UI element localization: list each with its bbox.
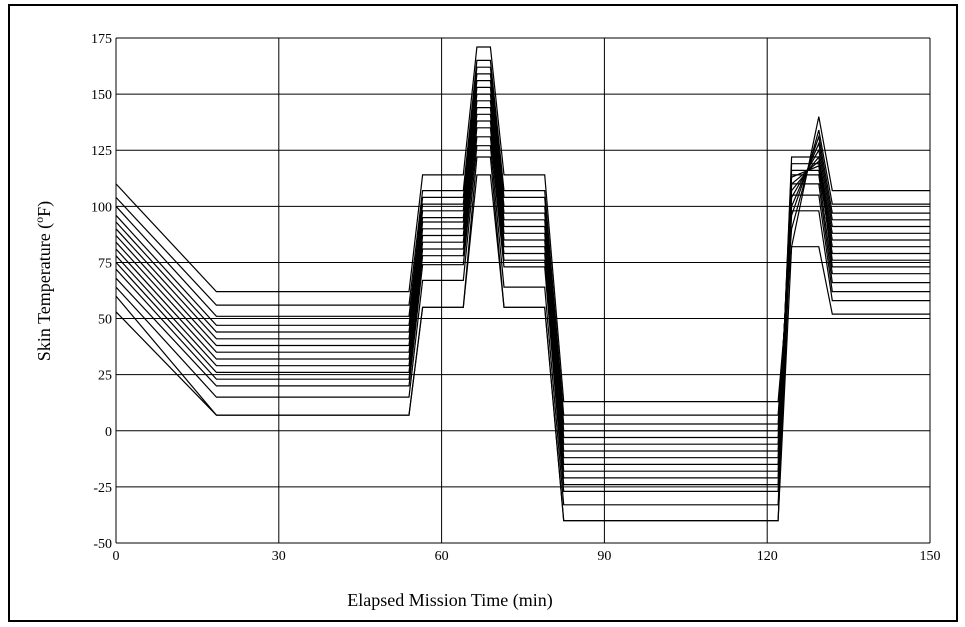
x-tick-label: 90 — [597, 549, 611, 564]
series-line-10 — [115, 113, 930, 472]
x-tick-labels: 0 30 60 90 120 150 — [113, 549, 941, 564]
y-tick-label: -25 — [93, 481, 112, 496]
x-tick-label: 120 — [757, 549, 778, 564]
chart-frame: 0 30 60 90 120 150 -50 -25 0 25 50 75 100 125 150 175 … — [8, 4, 958, 622]
series-line-1 — [115, 46, 930, 403]
y-tick-label: 100 — [91, 200, 112, 215]
skin-temperature-chart: 0 30 60 90 120 150 -50-250255075100125150175 … — [32, 32, 941, 611]
y-tick-label: 75 — [98, 256, 112, 271]
y-tick-label: 175 — [91, 32, 112, 47]
series-line-4 — [115, 73, 930, 432]
series-line-8 — [115, 100, 930, 459]
series-line-16 — [115, 174, 930, 522]
series-line-14 — [115, 145, 930, 506]
x-tick-label: 30 — [272, 549, 286, 564]
y-tick-label: 25 — [98, 369, 112, 384]
series-line-2 — [115, 59, 930, 416]
series-line-6 — [115, 86, 930, 445]
y-tick-label: 150 — [91, 88, 112, 103]
series-line-13 — [115, 136, 930, 492]
x-tick-label: 60 — [435, 549, 449, 564]
y-tick-label: 50 — [98, 313, 112, 328]
y-axis-title-unit: F) — [34, 201, 55, 217]
series-lines — [115, 46, 930, 522]
x-tick-label: 150 — [920, 549, 941, 564]
series-line-11 — [115, 120, 930, 479]
x-axis-title: Elapsed Mission Time (min) — [347, 590, 553, 611]
y-tick-label: 125 — [91, 144, 112, 159]
y-tick-label: -50 — [93, 537, 112, 552]
y-axis-title: Skin Temperature (oF) — [32, 201, 55, 361]
series-line-5 — [115, 79, 930, 439]
y-tick-labels: -50 -25 0 25 50 75 100 125 150 175 — [91, 32, 112, 552]
series-line-7 — [115, 93, 930, 452]
y-axis-title-main: Skin Temperature ( — [34, 223, 55, 361]
x-tick-label: 0 — [113, 549, 120, 564]
y-tick-label: 0 — [105, 425, 112, 440]
series-line-12 — [115, 127, 930, 486]
y-axis-title-superscript: o — [32, 217, 46, 223]
series-line-3 — [115, 66, 930, 425]
series-line-9 — [115, 106, 930, 465]
grid — [115, 37, 931, 544]
